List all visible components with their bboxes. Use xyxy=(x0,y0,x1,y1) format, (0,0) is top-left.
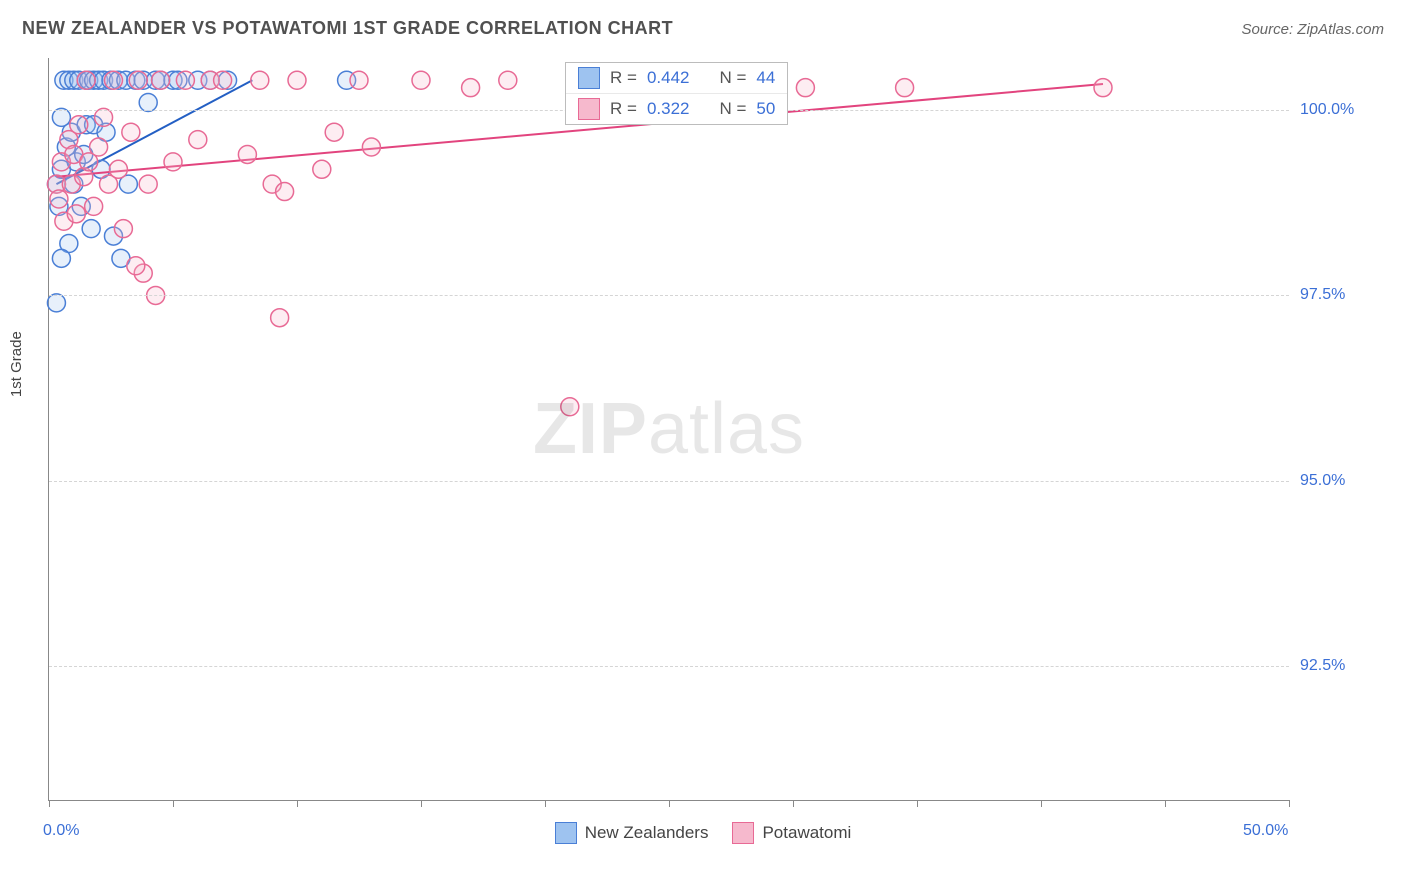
data-point xyxy=(152,71,170,89)
data-point xyxy=(313,160,331,178)
data-point xyxy=(176,71,194,89)
n-value: 50 xyxy=(756,99,775,119)
xtick xyxy=(49,800,50,807)
chart-title: NEW ZEALANDER VS POTAWATOMI 1ST GRADE CO… xyxy=(22,18,673,39)
gridline-h xyxy=(49,481,1289,482)
legend-stats-row: R = 0.442 N = 44 xyxy=(566,63,787,93)
r-value: 0.442 xyxy=(647,68,690,88)
data-point xyxy=(139,175,157,193)
data-point xyxy=(796,79,814,97)
plot-area: ZIPatlas xyxy=(48,58,1289,801)
y-axis-label: 1st Grade xyxy=(8,331,25,397)
legend-swatch xyxy=(732,822,754,844)
xtick xyxy=(173,800,174,807)
data-point xyxy=(1094,79,1112,97)
n-value: 44 xyxy=(756,68,775,88)
data-point xyxy=(238,145,256,163)
bottom-legend-item: Potawatomi xyxy=(732,822,851,844)
legend-swatch xyxy=(578,98,600,120)
ytick-label: 100.0% xyxy=(1300,101,1354,119)
gridline-h xyxy=(49,666,1289,667)
legend-label: Potawatomi xyxy=(762,823,851,843)
source-label: Source: ZipAtlas.com xyxy=(1241,21,1384,38)
data-point xyxy=(90,138,108,156)
ytick-label: 97.5% xyxy=(1300,286,1345,304)
data-point xyxy=(122,123,140,141)
data-point xyxy=(412,71,430,89)
legend-stats-row: R = 0.322 N = 50 xyxy=(566,93,787,124)
data-point xyxy=(114,220,132,238)
xtick xyxy=(1041,800,1042,807)
data-point xyxy=(82,220,100,238)
data-point xyxy=(85,197,103,215)
data-point xyxy=(214,71,232,89)
data-point xyxy=(462,79,480,97)
data-point xyxy=(139,94,157,112)
data-point xyxy=(95,108,113,126)
data-point xyxy=(127,257,145,275)
data-point xyxy=(325,123,343,141)
xtick xyxy=(1289,800,1290,807)
legend-swatch xyxy=(555,822,577,844)
bottom-legend-item: New Zealanders xyxy=(555,822,709,844)
legend-label: New Zealanders xyxy=(585,823,709,843)
data-point xyxy=(109,160,127,178)
data-point xyxy=(276,183,294,201)
data-point xyxy=(164,153,182,171)
data-point xyxy=(104,71,122,89)
data-point xyxy=(362,138,380,156)
n-label: N = xyxy=(719,99,746,119)
xtick xyxy=(421,800,422,807)
data-point xyxy=(561,398,579,416)
data-point xyxy=(47,294,65,312)
r-value: 0.322 xyxy=(647,99,690,119)
data-point xyxy=(52,249,70,267)
data-point xyxy=(50,190,68,208)
xtick xyxy=(917,800,918,807)
xtick xyxy=(545,800,546,807)
data-point xyxy=(271,309,289,327)
data-point xyxy=(67,205,85,223)
bottom-legend: New Zealanders Potawatomi xyxy=(0,822,1406,849)
data-point xyxy=(896,79,914,97)
scatter-svg xyxy=(49,58,1289,800)
title-bar: NEW ZEALANDER VS POTAWATOMI 1ST GRADE CO… xyxy=(22,18,1384,39)
r-label: R = xyxy=(610,99,637,119)
xtick xyxy=(297,800,298,807)
xtick xyxy=(669,800,670,807)
data-point xyxy=(129,71,147,89)
data-point xyxy=(70,116,88,134)
xtick-label: 0.0% xyxy=(43,822,79,840)
xtick xyxy=(793,800,794,807)
xtick-label: 50.0% xyxy=(1243,822,1288,840)
ytick-label: 95.0% xyxy=(1300,472,1345,490)
legend-stats-box: R = 0.442 N = 44 R = 0.322 N = 50 xyxy=(565,62,788,125)
ytick-label: 92.5% xyxy=(1300,657,1345,675)
data-point xyxy=(189,131,207,149)
data-point xyxy=(350,71,368,89)
data-point xyxy=(77,71,95,89)
data-point xyxy=(288,71,306,89)
legend-swatch xyxy=(578,67,600,89)
gridline-h xyxy=(49,295,1289,296)
data-point xyxy=(251,71,269,89)
xtick xyxy=(1165,800,1166,807)
n-label: N = xyxy=(719,68,746,88)
data-point xyxy=(499,71,517,89)
r-label: R = xyxy=(610,68,637,88)
